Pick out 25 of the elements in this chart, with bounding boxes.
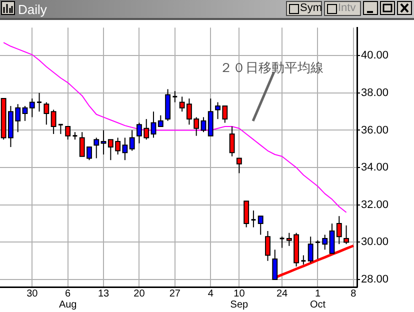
x-tick-label: 6 Aug <box>58 288 77 310</box>
x-tick-label: 13 <box>98 288 110 300</box>
y-tick-label: 28.00 <box>361 274 389 286</box>
candlestick <box>36 92 42 112</box>
y-tick-label: 38.00 <box>361 86 389 99</box>
x-tick-label: 4 <box>208 288 214 300</box>
candlestick <box>172 90 178 103</box>
y-tick-label: 36.00 <box>361 124 389 136</box>
candlestick <box>58 124 64 134</box>
x-tick-label: 1 Oct <box>310 288 326 310</box>
candlestick <box>300 254 306 266</box>
text: Intv <box>338 2 356 14</box>
y-tick-label: 30.00 <box>361 236 389 248</box>
x-tick-label: 27 <box>169 288 181 300</box>
x-tick-label: 10 Sep <box>230 288 249 310</box>
x-tick-label: 20 <box>134 288 146 300</box>
y-tick-label: 32.00 <box>361 198 389 211</box>
x-tick-label: 8 <box>350 288 357 300</box>
text: ２０日移動平均線 <box>219 61 324 76</box>
y-tick-label: 34.00 <box>361 162 389 174</box>
x-tick-label: 30 <box>26 288 38 300</box>
candlestick <box>314 240 321 260</box>
x-tick-label: 24 <box>276 288 288 300</box>
y-tick-label: 40.00 <box>361 50 389 62</box>
chart-title: Daily <box>18 2 47 17</box>
